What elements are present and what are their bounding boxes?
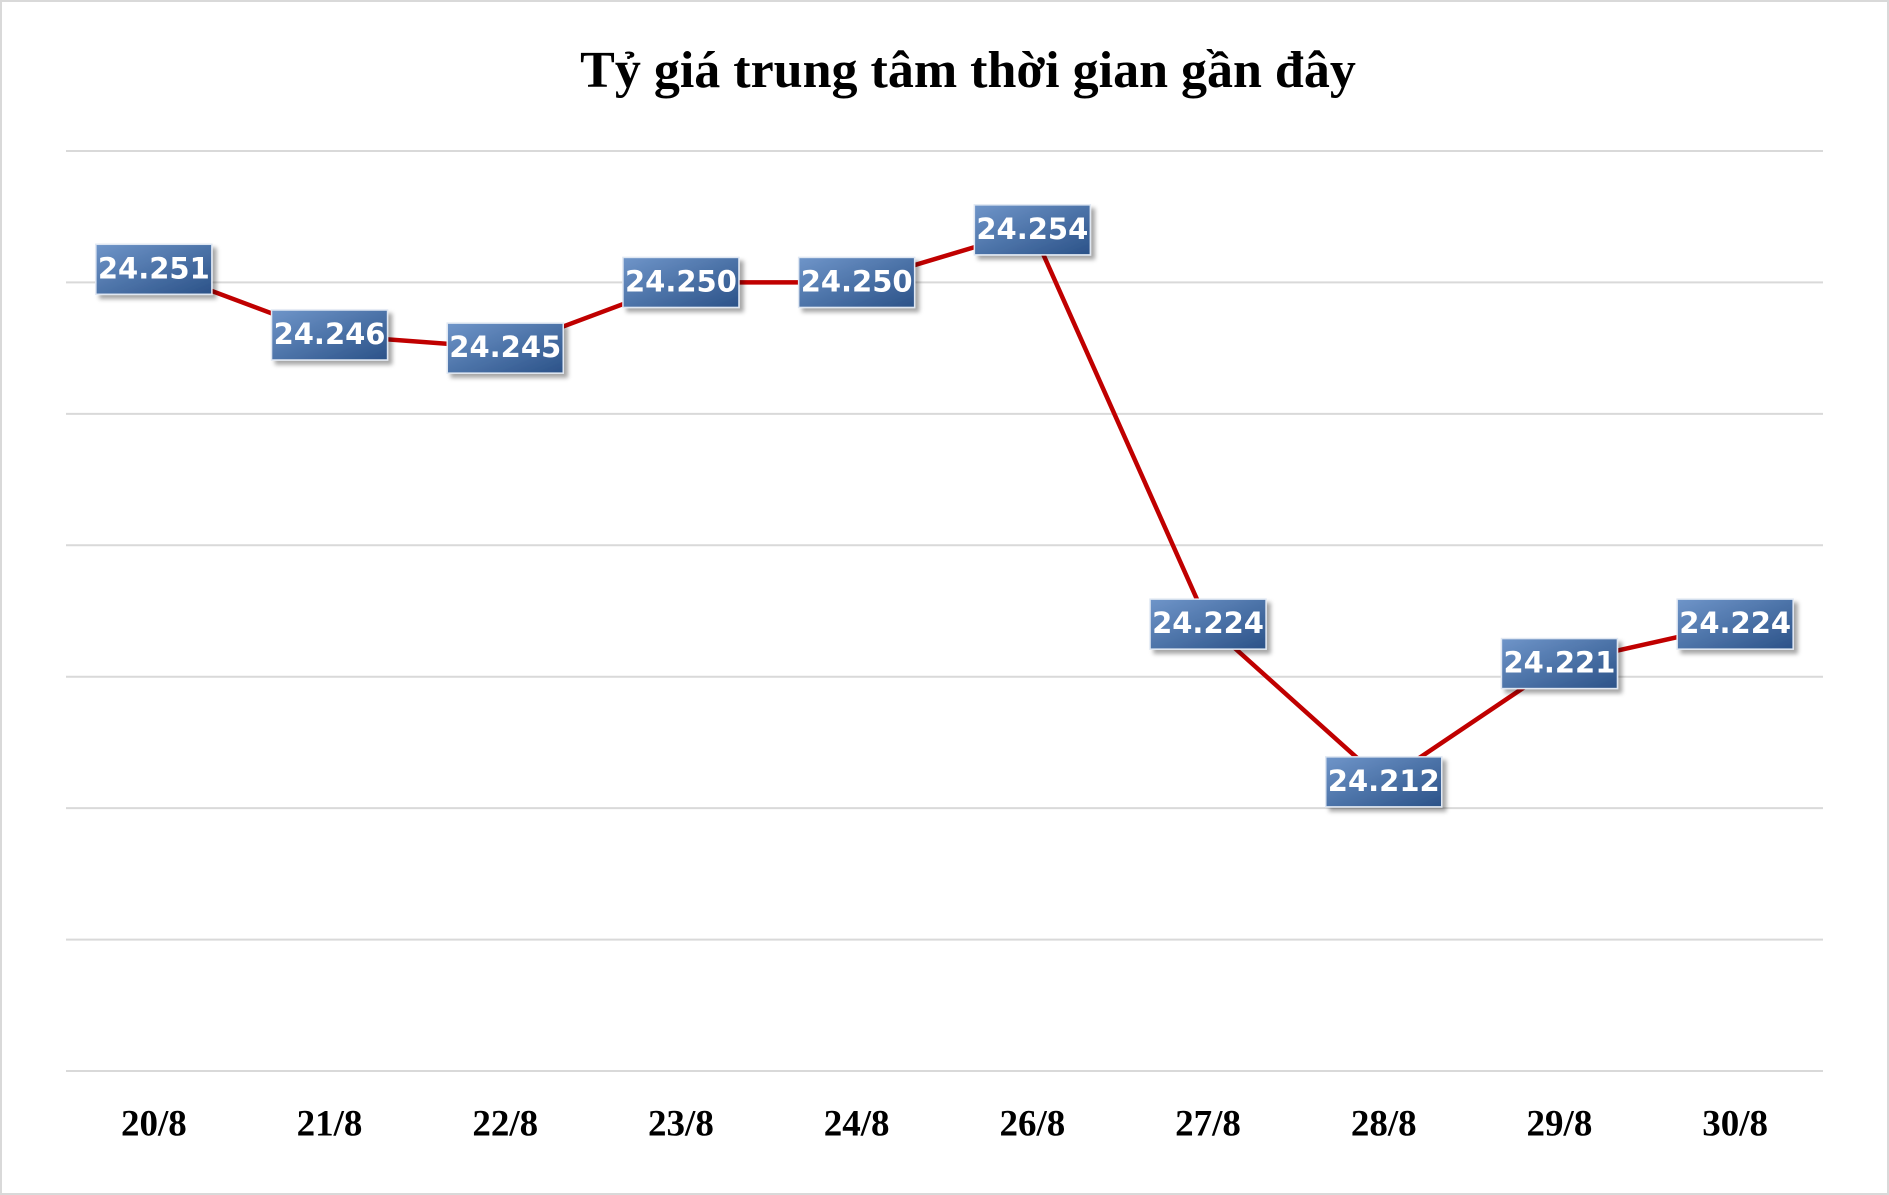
data-line xyxy=(153,227,1736,785)
label-box xyxy=(1500,637,1619,690)
data-label: 24.250 xyxy=(622,256,740,309)
x-tick-label: 22/8 xyxy=(472,1103,538,1144)
label-box xyxy=(973,204,1092,256)
data-label: 24.224 xyxy=(1149,598,1267,650)
data-label: 24.254 xyxy=(973,204,1092,256)
value-label: 24.250 xyxy=(625,264,737,298)
x-tick-label: 28/8 xyxy=(1351,1103,1417,1144)
label-box xyxy=(1325,756,1443,808)
value-label: 24.212 xyxy=(1328,764,1440,798)
value-label: 24.221 xyxy=(1503,646,1615,680)
x-tick-label: 27/8 xyxy=(1175,1103,1241,1144)
x-tick-label: 24/8 xyxy=(824,1103,890,1144)
chart-title: Tỷ giá trung tâm thời gian gần đây xyxy=(580,42,1356,99)
label-box xyxy=(1676,598,1794,650)
label-box xyxy=(446,322,564,374)
label-box xyxy=(270,309,389,361)
data-label: 24.212 xyxy=(1325,756,1443,808)
label-box xyxy=(95,243,213,296)
data-label: 24.221 xyxy=(1500,637,1619,690)
data-label: 24.224 xyxy=(1676,598,1794,650)
x-tick-label: 21/8 xyxy=(297,1103,363,1144)
label-box xyxy=(622,256,740,309)
value-label: 24.250 xyxy=(801,264,913,298)
value-label: 24.246 xyxy=(274,317,386,351)
data-label: 24.245 xyxy=(446,322,564,374)
label-box xyxy=(797,256,916,309)
x-tick-label: 20/8 xyxy=(121,1103,187,1144)
value-label: 24.245 xyxy=(449,330,561,364)
value-label: 24.254 xyxy=(976,212,1088,246)
label-box xyxy=(1149,598,1267,650)
value-label: 24.224 xyxy=(1679,606,1791,640)
data-label: 24.251 xyxy=(95,243,213,296)
x-tick-label: 29/8 xyxy=(1527,1103,1593,1144)
data-label: 24.250 xyxy=(797,256,916,309)
value-label: 24.224 xyxy=(1152,606,1264,640)
x-tick-label: 23/8 xyxy=(648,1103,714,1144)
value-label: 24.251 xyxy=(98,251,210,285)
x-tick-label: 26/8 xyxy=(999,1103,1065,1144)
x-tick-label: 30/8 xyxy=(1702,1103,1768,1144)
data-label: 24.246 xyxy=(270,309,389,361)
